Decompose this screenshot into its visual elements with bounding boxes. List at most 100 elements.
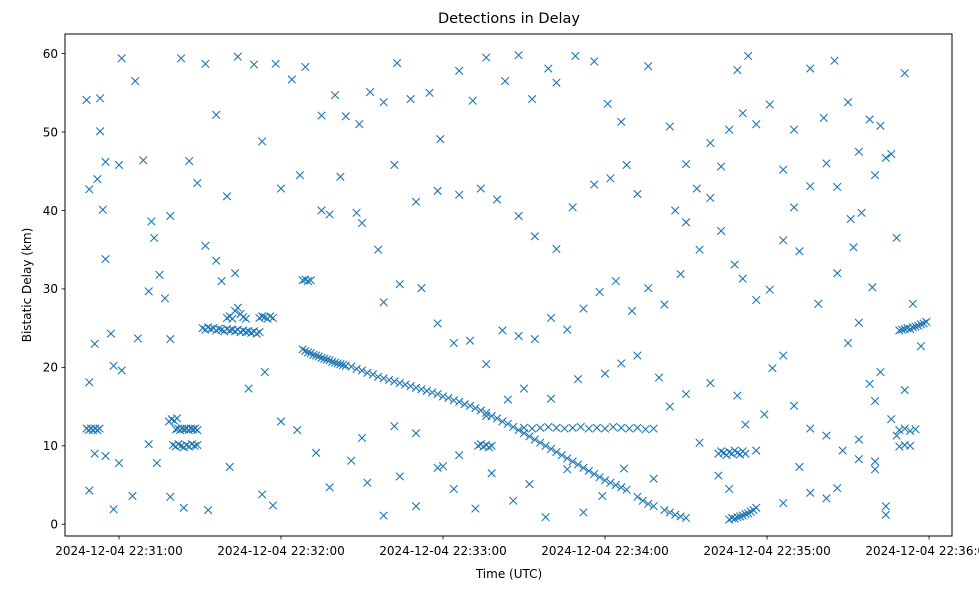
data-point: [806, 488, 815, 498]
data-point: [819, 113, 828, 123]
x-tick-label: 2024-12-04 22:33:00: [379, 544, 506, 558]
data-point: [600, 476, 610, 485]
data-point: [392, 58, 402, 68]
data-point: [460, 400, 469, 409]
data-point: [301, 62, 310, 72]
data-point: [544, 64, 553, 73]
data-point: [252, 329, 261, 338]
data-point: [789, 125, 799, 134]
data-point: [379, 98, 388, 107]
data-point: [444, 393, 453, 403]
data-point: [317, 206, 326, 215]
data-point: [560, 424, 569, 433]
data-point: [795, 247, 804, 256]
data-point: [357, 218, 367, 228]
data-point: [568, 423, 577, 432]
data-point: [144, 287, 153, 296]
data-point: [706, 138, 715, 148]
data-point: [203, 505, 213, 515]
data-point: [854, 454, 864, 464]
data-point: [317, 353, 326, 363]
data-point: [276, 184, 286, 193]
data-point: [514, 331, 523, 341]
data-point: [422, 386, 432, 396]
data-point: [641, 425, 650, 434]
data-point: [536, 423, 545, 432]
x-tick-label: 2024-12-04 22:36:00: [865, 544, 979, 558]
data-point: [568, 457, 577, 466]
data-point: [622, 160, 631, 170]
data-point: [395, 280, 405, 289]
data-point: [309, 350, 318, 359]
data-point: [172, 414, 182, 423]
data-point: [752, 120, 761, 129]
data-point: [525, 432, 534, 441]
data-point: [676, 269, 685, 279]
data-point: [590, 180, 599, 189]
data-point: [336, 172, 345, 181]
data-point: [482, 53, 491, 62]
data-point: [768, 363, 777, 373]
data-point: [822, 159, 831, 168]
x-tick-label: 2024-12-04 22:31:00: [55, 544, 182, 558]
data-point: [406, 94, 415, 104]
data-point: [765, 285, 774, 294]
data-point: [492, 414, 502, 423]
data-point: [438, 392, 448, 401]
data-point: [730, 514, 739, 523]
plot-frame: [64, 33, 953, 537]
data-point: [201, 59, 210, 68]
data-point: [681, 160, 691, 169]
data-point: [317, 111, 326, 120]
data-point: [590, 469, 599, 479]
data-point: [571, 51, 580, 61]
data-point: [311, 448, 321, 458]
data-point: [193, 425, 202, 435]
data-point: [98, 205, 107, 214]
data-point: [868, 283, 877, 292]
data-point: [833, 182, 842, 192]
data-point: [487, 441, 496, 450]
data-point: [887, 414, 896, 424]
data-point: [338, 360, 348, 370]
data-point: [870, 457, 880, 466]
data-point: [573, 460, 583, 469]
data-point: [922, 317, 931, 327]
data-point: [185, 156, 194, 166]
data-point: [584, 424, 594, 433]
data-point: [865, 379, 874, 389]
data-point: [233, 52, 242, 61]
data-point: [627, 306, 637, 316]
data-point: [552, 78, 561, 87]
data-point: [160, 294, 170, 303]
data-point: [603, 99, 612, 108]
data-point: [714, 471, 723, 480]
data-point: [908, 299, 918, 309]
data-point: [306, 276, 315, 285]
y-tick-label: 0: [50, 518, 58, 532]
data-point: [649, 502, 658, 511]
data-point: [905, 324, 915, 334]
data-point: [152, 458, 161, 468]
data-point: [295, 170, 305, 180]
data-point: [814, 299, 823, 309]
data-point: [611, 480, 621, 490]
data-point: [239, 312, 248, 322]
data-point: [514, 50, 523, 60]
data-point: [298, 345, 307, 354]
data-point: [455, 190, 464, 199]
data-point: [895, 425, 904, 435]
data-point: [85, 185, 94, 194]
data-point: [592, 423, 602, 432]
data-point: [833, 483, 842, 493]
data-point: [268, 501, 278, 510]
data-point: [352, 208, 361, 218]
data-point: [579, 304, 588, 313]
data-point: [752, 446, 761, 455]
data-point: [133, 334, 143, 343]
data-point: [617, 483, 626, 492]
data-point: [482, 408, 491, 418]
data-point: [633, 351, 642, 360]
data-point: [563, 454, 572, 463]
data-point: [503, 395, 513, 404]
